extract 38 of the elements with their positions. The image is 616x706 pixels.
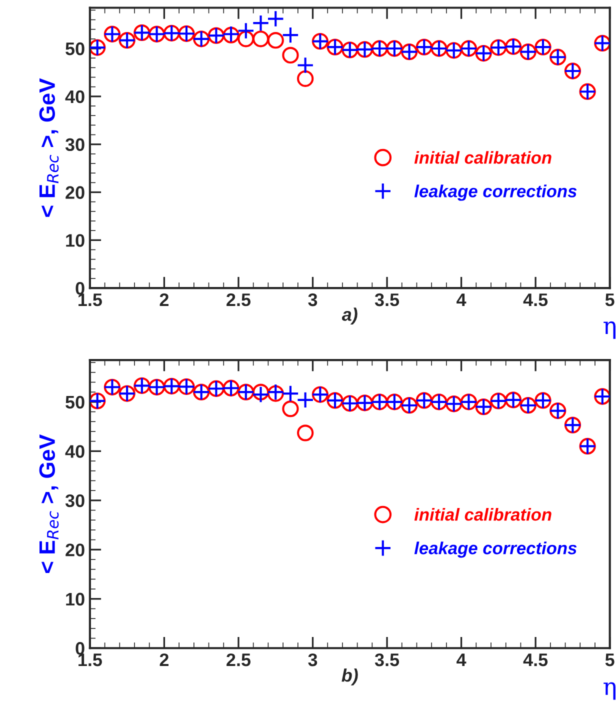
x-tick-label: 1.5 xyxy=(78,294,102,306)
y-tick-label: 40 xyxy=(65,445,84,458)
legend-label: initial calibration xyxy=(414,151,552,164)
y-axis-title: < E$_{Rec}$ >, GeV xyxy=(39,434,59,574)
x-axis-title: η xyxy=(604,682,616,700)
legend-label: initial calibration xyxy=(414,508,552,521)
x-tick-label: 4 xyxy=(456,294,466,306)
y-tick-label: 20 xyxy=(66,544,84,556)
y-tick-label: 50 xyxy=(66,42,84,56)
x-axis-title: η xyxy=(604,321,616,339)
x-tick-label: 2.5 xyxy=(226,293,251,306)
text: a) xyxy=(342,308,358,324)
x-tick-label: 5 xyxy=(605,654,614,666)
y-tick-label: 30 xyxy=(65,138,84,152)
x-tick-label: 3.5 xyxy=(374,293,400,306)
y-tick-label: 10 xyxy=(66,234,84,247)
y-axis-title: < E$_{Rec}$ >, GeV xyxy=(39,78,59,217)
x-tick-label: 2 xyxy=(160,293,169,306)
x-tick-label: 4 xyxy=(456,654,466,666)
y-tick-label: 0 xyxy=(76,282,84,295)
text: b) xyxy=(342,668,358,686)
y-tick-label: 40 xyxy=(65,90,84,104)
x-tick-label: 2 xyxy=(160,653,169,666)
x-tick-label: 4.5 xyxy=(523,294,548,306)
x-tick-label: 3 xyxy=(308,653,318,666)
x-tick-label: 3 xyxy=(308,293,318,306)
x-tick-label: 3.5 xyxy=(374,653,400,666)
y-tick-label: 10 xyxy=(66,592,84,606)
x-tick-label: 1.5 xyxy=(78,654,102,666)
y-tick-label: 50 xyxy=(66,396,84,409)
y-tick-label: 0 xyxy=(76,642,84,655)
y-tick-label: 30 xyxy=(65,494,84,508)
legend-label: leakage corrections xyxy=(414,542,577,558)
y-tick-label: 20 xyxy=(66,186,84,199)
x-tick-label: 2.5 xyxy=(226,653,251,666)
x-tick-label: 5 xyxy=(605,294,614,306)
legend-label: leakage corrections xyxy=(414,184,577,201)
x-tick-label: 4.5 xyxy=(523,654,548,666)
